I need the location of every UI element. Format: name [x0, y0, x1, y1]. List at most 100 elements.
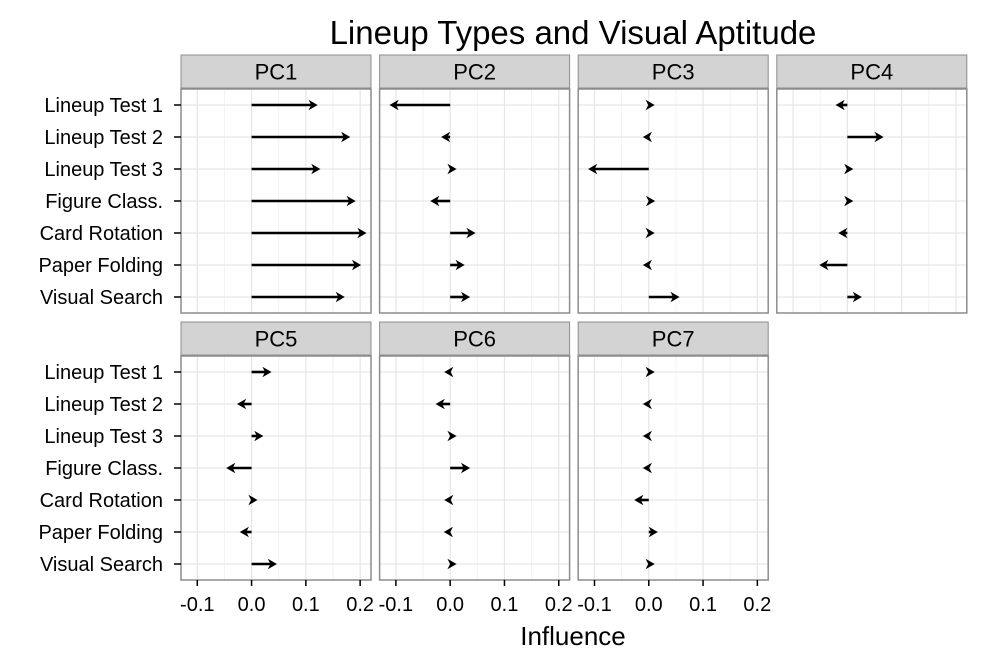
arrow-head: [838, 227, 848, 239]
arrow-pc1-4: [251, 195, 356, 207]
facet-strip-label: PC3: [652, 60, 695, 85]
arrow-head: [335, 291, 345, 303]
arrow-head: [444, 494, 454, 506]
arrow-head: [645, 558, 655, 570]
y-tick-label: Figure Class.: [45, 458, 163, 480]
arrow-head: [460, 291, 471, 303]
panel-border: [577, 88, 769, 314]
panel-border: [378, 88, 571, 314]
arrow-head: [648, 526, 658, 538]
facet-strip: [180, 54, 372, 89]
arrow-head: [435, 398, 445, 410]
arrow-head: [844, 163, 854, 175]
y-tick-label: Visual Search: [40, 554, 163, 576]
facet-pc4: PC4: [776, 54, 968, 314]
arrow-pc5-4: [226, 462, 252, 474]
arrow-head: [341, 131, 351, 143]
arrow-head: [642, 131, 652, 143]
arrow-pc5-5: [248, 494, 258, 506]
arrow-head: [239, 526, 249, 538]
facet-pc6: PC6 -0.1 0.0 0.1 0.2: [378, 321, 573, 616]
y-tick-label: Paper Folding: [38, 255, 163, 277]
arrow-pc1-2: [251, 131, 351, 143]
arrow-head: [441, 131, 451, 143]
y-tick-label: Card Rotation: [40, 490, 163, 512]
x-tick-label: 0.1: [689, 594, 717, 616]
arrow-pc4-7: [847, 291, 862, 303]
arrow-head: [447, 558, 457, 570]
arrow-pc1-7: [251, 291, 345, 303]
arrow-head: [346, 195, 356, 207]
arrow-pc3-4: [646, 195, 656, 207]
arrow-head: [645, 366, 655, 378]
arrow-head: [254, 430, 264, 442]
arrow-head: [389, 99, 399, 111]
y-tick-label: Paper Folding: [38, 522, 163, 544]
arrow-pc2-2: [441, 131, 451, 143]
arrow-pc2-6: [450, 259, 465, 271]
arrow-head: [835, 99, 845, 111]
y-tick-label: Lineup Test 1: [44, 95, 163, 117]
y-tick-label: Lineup Test 3: [44, 159, 163, 181]
y-tick-label: Lineup Test 1: [44, 362, 163, 384]
arrow-head: [642, 259, 652, 271]
arrow-pc7-6: [648, 526, 658, 538]
arrow-head: [226, 462, 236, 474]
facet-strip: [379, 321, 571, 356]
facet-panels: PC1 Lineup Test 1 Lineup Test 2 Lineup Test…: [38, 54, 968, 616]
arrow-pc7-2: [642, 398, 652, 410]
arrow-pc5-7: [251, 558, 278, 570]
panel-border: [378, 355, 571, 581]
arrow-pc4-3: [844, 163, 854, 175]
arrow-head: [819, 259, 829, 271]
x-tick-label: -0.1: [577, 594, 611, 616]
facet-pc3: PC3: [577, 54, 769, 314]
arrow-pc3-5: [645, 227, 655, 239]
arrow-pc4-2: [847, 131, 884, 143]
arrow-pc3-3: [588, 163, 649, 175]
arrow-pc2-7: [450, 291, 471, 303]
arrow-head: [443, 526, 453, 538]
arrow-head: [447, 430, 457, 442]
arrow-head: [248, 494, 258, 506]
y-tick-label: Lineup Test 2: [44, 394, 163, 416]
arrow-pc3-6: [642, 259, 652, 271]
arrow-head: [645, 99, 655, 111]
x-tick-label: -0.1: [180, 594, 214, 616]
arrow-pc7-1: [645, 366, 655, 378]
arrow-pc3-1: [645, 99, 655, 111]
facet-strip-label: PC1: [255, 60, 298, 85]
chart-title: Lineup Types and Visual Aptitude: [330, 14, 817, 51]
x-tick-label: 0.0: [238, 594, 266, 616]
facet-strip-label: PC6: [453, 327, 496, 352]
arrow-pc5-6: [239, 526, 252, 538]
arrow-head: [311, 163, 321, 175]
arrow-pc7-5: [634, 494, 649, 506]
x-tick-label: 0.1: [491, 594, 519, 616]
facet-strip: [776, 54, 968, 89]
arrow-pc5-3: [251, 430, 264, 442]
arrow-pc4-5: [838, 227, 848, 239]
arrow-head: [634, 494, 644, 506]
arrow-head: [262, 366, 272, 378]
arrow-head: [588, 163, 598, 175]
arrow-head: [874, 131, 884, 143]
x-tick-label: 0.2: [545, 594, 573, 616]
arrow-pc6-2: [435, 398, 451, 410]
arrow-pc2-3: [447, 163, 457, 175]
y-tick-label: Lineup Test 2: [44, 127, 163, 149]
arrow-pc6-1: [444, 366, 454, 378]
arrow-head: [645, 227, 655, 239]
arrow-pc7-3: [642, 430, 652, 442]
facet-strip: [379, 54, 571, 89]
arrow-pc2-1: [389, 99, 451, 111]
facet-strip-label: PC2: [453, 60, 496, 85]
arrow-head: [460, 462, 471, 474]
arrow-pc1-3: [251, 163, 321, 175]
facet-strip: [577, 54, 769, 89]
facet-strip-label: PC4: [850, 60, 893, 85]
arrow-head: [444, 366, 454, 378]
arrow-head: [642, 398, 652, 410]
arrow-head: [236, 398, 247, 410]
x-tick-label: 0.1: [292, 594, 320, 616]
